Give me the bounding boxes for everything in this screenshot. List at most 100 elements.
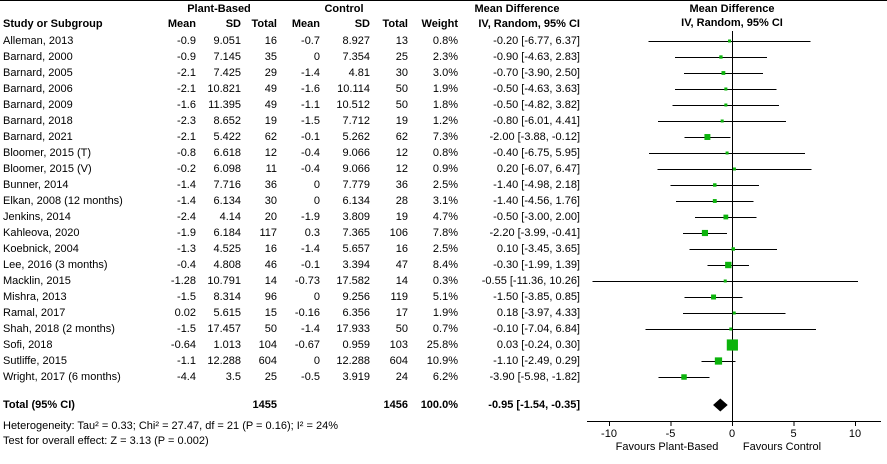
cell-c_total: 19 [395,115,408,127]
cell-p_sd: 6.098 [213,163,241,175]
mean-difference-plot-header: Mean Difference [689,3,775,15]
cell-name: Sutliffe, 2015 [3,355,68,367]
study-row: Alleman, 2013 -0.9 9.051 16 -0.7 8.927 13 0.8% -… [0,33,600,49]
cell-weight: 7.3% [432,131,458,143]
cell-name: Barnard, 2000 [3,51,73,63]
cell-p_mean: -1.5 [177,291,196,303]
cell-p_mean: -0.4 [177,259,196,271]
cell-c_mean: -1.4 [301,323,320,335]
cell-ci_text: -1.40 [-4.98, 2.18] [493,179,580,191]
cell-c_mean: -1.5 [301,115,320,127]
column-header-row: Study or Subgroup Mean SD Total Mean SD Total W… [0,16,600,32]
cell-c_sd: 6.356 [342,307,370,319]
study-row: Sutliffe, 2015 -1.1 12.288 604 0 12.288 604 10.… [0,353,600,369]
effect-marker [732,167,736,171]
effect-marker [681,374,687,380]
cell-ci_text: -1.40 [-4.56, 1.76] [493,195,580,207]
cell-name: Barnard, 2005 [3,67,73,79]
cell-p_total: 16 [264,35,277,47]
cell-name: Koebnick, 2004 [3,243,79,255]
cell-c_sd: 5.657 [342,243,370,255]
cell-name: Barnard, 2018 [3,115,73,127]
cell-name: Mishra, 2013 [3,291,67,303]
cell-c_mean: -1.1 [301,99,320,111]
cell-name: Jenkins, 2014 [3,211,71,223]
col-header-total: Total [251,18,277,30]
study-row: Barnard, 2018 -2.3 8.652 19 -1.5 7.712 19 1.2% -… [0,113,600,129]
cell-p_total: 46 [264,259,277,271]
cell-weight: 3.0% [432,67,458,79]
study-row: Bunner, 2014 -1.4 7.716 36 0 7.779 36 2.5% -1.40… [0,177,600,193]
cell-p_sd: 7.145 [213,51,241,63]
study-row: Barnard, 2021 -2.1 5.422 62 -0.1 5.262 62 7.3% -… [0,129,600,145]
effect-marker [704,134,711,140]
cell-name: Wright, 2017 (6 months) [3,371,121,383]
cell-c_total: 28 [395,195,408,207]
study-row: Lee, 2016 (3 months) -0.4 4.808 46 -0.1 3.394… [0,257,600,273]
effect-marker [711,294,717,300]
axis-tick-label: -10 [601,428,617,440]
cell-p_mean: -1.4 [177,179,196,191]
cell-ci_text: 0.10 [-3.45, 3.65] [496,243,580,255]
cell-c_total: 604 [389,355,408,367]
cell-c_sd: 6.134 [342,195,370,207]
cell-c_sd: 10.114 [337,83,370,95]
cell-p_total: 117 [259,227,277,239]
col-header-sd: SD [354,18,370,30]
cell-p_sd: 9.051 [213,35,241,47]
cell-name: Alleman, 2013 [3,35,74,47]
total-row: Total (95% CI) 1455 1456 100.0% -0.95 [-1.54… [0,397,600,413]
cell-p_total: 49 [264,83,277,95]
cell-p_total: 29 [264,67,277,79]
study-row: Mishra, 2013 -1.5 8.314 96 0 9.256 119 5.1% -1.5… [0,289,600,305]
cell-name: Bloomer, 2015 (T) [3,147,92,159]
cell-c_mean: -0.4 [301,147,320,159]
cell-c_total: 25 [395,51,408,63]
cell-weight: 4.7% [432,211,458,223]
cell-c_total: 119 [390,291,408,303]
total-control-n: 1456 [383,399,408,411]
cell-p_total: 49 [264,99,277,111]
cell-c_mean: -0.7 [301,35,320,47]
cell-name: Kahleova, 2020 [3,227,80,239]
cell-c_total: 30 [395,67,408,79]
cell-p_mean: -1.28 [170,275,196,287]
cell-p_mean: -0.2 [177,163,196,175]
cell-p_sd: 6.184 [213,227,241,239]
col-header-sd: SD [225,18,241,30]
cell-c_total: 103 [389,339,408,351]
cell-c_sd: 3.919 [342,371,370,383]
cell-p_sd: 5.615 [213,307,241,319]
study-row: Wright, 2017 (6 months) -4.4 3.5 25 -0.5 3.91… [0,369,600,385]
header-divider-line [0,0,887,1]
effect-marker [729,327,733,331]
effect-marker [714,357,723,365]
cell-ci_text: -0.10 [-7.04, 6.84] [493,323,580,335]
study-row: Bloomer, 2015 (T) -0.8 6.618 12 -0.4 9.066 12 0… [0,145,600,161]
col-header-total: Total [382,18,408,30]
cell-p_sd: 8.314 [213,291,241,303]
cell-c_total: 19 [395,211,408,223]
effect-marker [721,71,726,75]
cell-ci_text: 0.20 [-6.07, 6.47] [496,163,580,175]
cell-weight: 0.9% [432,163,458,175]
cell-p_sd: 12.288 [207,355,241,367]
cell-weight: 0.8% [432,147,458,159]
cell-weight: 6.2% [432,371,458,383]
col-header-study: Study or Subgroup [3,18,103,30]
effect-marker [725,151,729,155]
mean-difference-table-header: Mean Difference [474,3,560,15]
total-plant-n: 1455 [252,399,277,411]
study-row: Macklin, 2015 -1.28 10.791 14 -0.73 17.582 14 0… [0,273,600,289]
cell-weight: 0.3% [432,275,458,287]
cell-weight: 1.9% [432,83,458,95]
control-group-header: Control [324,3,364,15]
cell-ci_text: -0.80 [-6.01, 4.41] [493,115,580,127]
cell-p_total: 19 [264,115,277,127]
cell-name: Macklin, 2015 [3,275,71,287]
cell-p_total: 36 [264,179,277,191]
cell-weight: 1.8% [432,99,458,111]
cell-c_mean: 0 [313,291,320,303]
heterogeneity-note: Heterogeneity: Tau² = 0.33; Chi² = 27.47… [3,420,338,432]
cell-c_mean: 0 [313,179,320,191]
